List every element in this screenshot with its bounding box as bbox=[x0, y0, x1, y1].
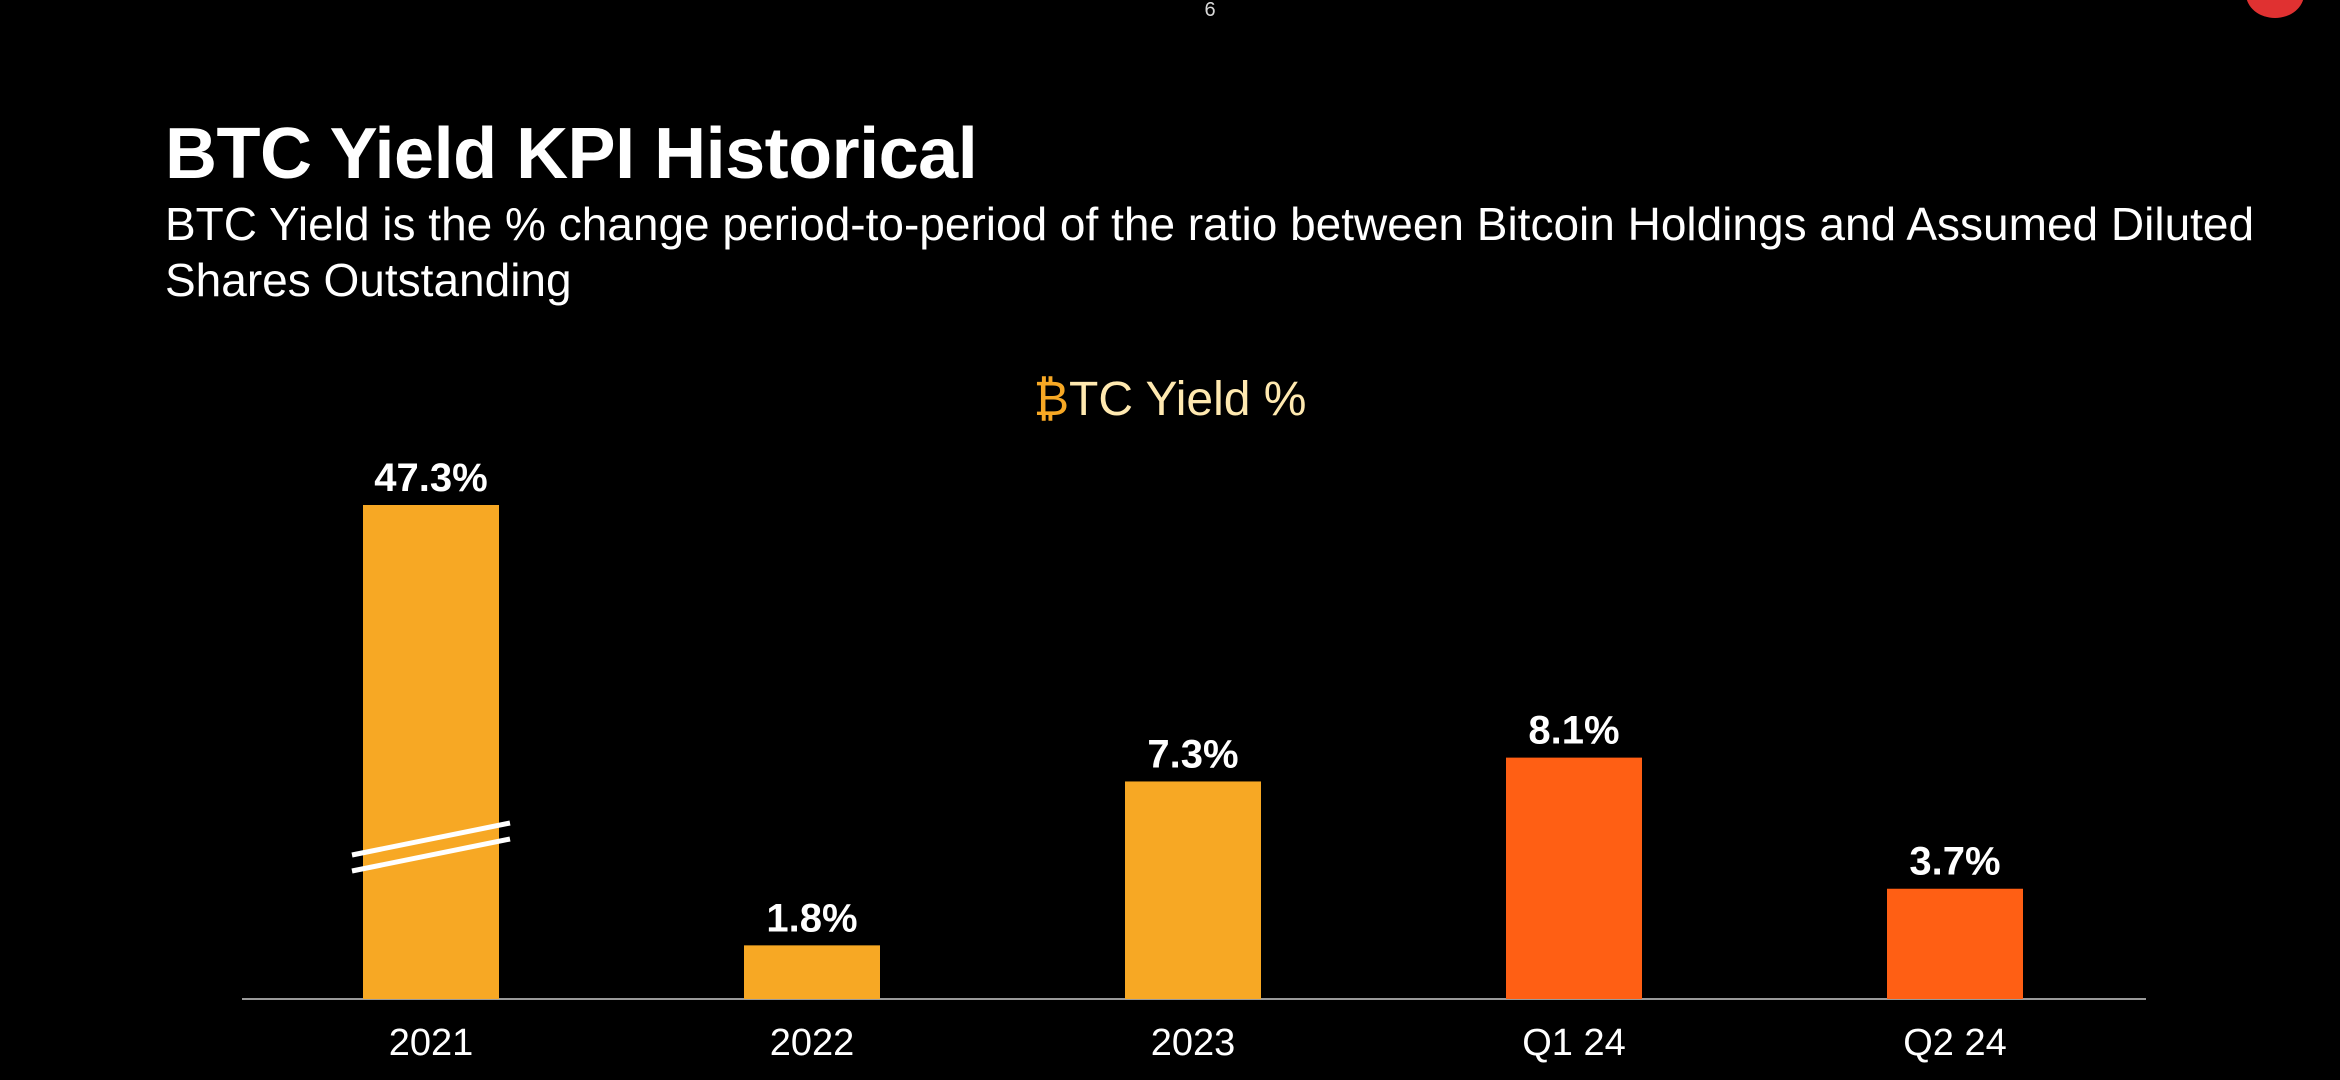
bar-2023 bbox=[1125, 781, 1261, 999]
data-label: 7.3% bbox=[1147, 732, 1238, 776]
logo-badge bbox=[2246, 0, 2304, 18]
data-label: 8.1% bbox=[1528, 709, 1619, 753]
page-number: 6 bbox=[1204, 0, 1216, 21]
bar-q2-24 bbox=[1887, 888, 2023, 999]
x-tick-label: Q2 24 bbox=[1903, 1022, 2007, 1064]
x-tick-label: Q1 24 bbox=[1522, 1022, 1626, 1064]
bar-2021 bbox=[363, 505, 499, 999]
data-label: 1.8% bbox=[766, 896, 857, 940]
data-label: 3.7% bbox=[1909, 840, 2000, 884]
bar-q1-24 bbox=[1506, 757, 1642, 999]
bar-2022 bbox=[744, 945, 880, 999]
data-label: 47.3% bbox=[374, 456, 487, 500]
chart-title: ₿TC Yield % bbox=[0, 370, 2340, 430]
page-subtitle: BTC Yield is the % change period-to-peri… bbox=[165, 198, 2255, 306]
axis-break-line-upper bbox=[351, 820, 511, 858]
page-title: BTC Yield KPI Historical bbox=[165, 114, 978, 194]
chart-title-text: TC Yield % bbox=[1069, 373, 1307, 426]
bitcoin-icon: ₿ bbox=[1033, 373, 1070, 426]
x-tick-label: 2023 bbox=[1151, 1022, 1236, 1064]
x-tick-label: 2022 bbox=[770, 1022, 855, 1064]
axis-break-line-lower bbox=[351, 836, 511, 874]
x-tick-label: 2021 bbox=[389, 1022, 474, 1064]
